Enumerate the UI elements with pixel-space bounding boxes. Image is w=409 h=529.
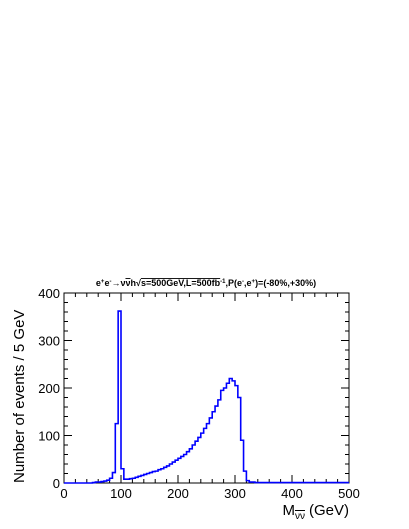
y-tick-label: 300 bbox=[38, 334, 60, 349]
x-tick-label: 100 bbox=[110, 486, 132, 501]
y-tick-label: 200 bbox=[38, 381, 60, 396]
x-tick-label: 300 bbox=[224, 486, 246, 501]
x-tick-label: 400 bbox=[281, 486, 303, 501]
y-tick-label: 0 bbox=[53, 476, 60, 491]
plot-frame bbox=[63, 292, 350, 484]
x-tick-label: 500 bbox=[338, 486, 360, 501]
y-axis-label: Number of events / 5 GeV bbox=[11, 310, 28, 483]
x-tick-label: 200 bbox=[167, 486, 189, 501]
chart-title: e+e-→ννh√s=500GeV,L=500fb-1,P(e-,e+)=(-8… bbox=[96, 278, 316, 288]
y-tick-label: 100 bbox=[38, 429, 60, 444]
histogram-series bbox=[64, 310, 349, 484]
x-axis-label: Mνν (GeV) bbox=[282, 502, 349, 522]
y-tick-label: 400 bbox=[38, 286, 60, 301]
axis-ticks: 0 100 200 300 400 500 0 100 200 300 400 bbox=[38, 286, 360, 501]
x-tick-label: 0 bbox=[60, 486, 67, 501]
